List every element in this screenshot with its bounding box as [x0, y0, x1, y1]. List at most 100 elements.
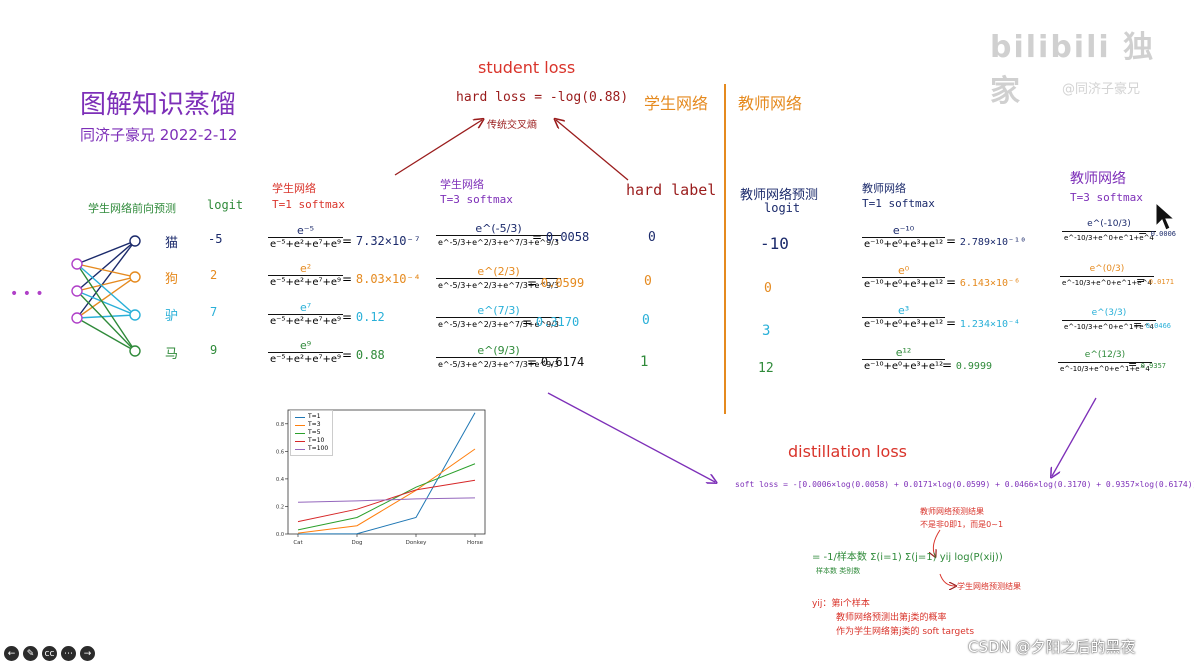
y-tick-label: 0.8 [276, 422, 284, 428]
neural-net-diagram [71, 235, 141, 357]
hard-loss-formula: hard loss = -log(0.88) [456, 90, 629, 105]
teacher-logit-title: 教师网络预测 [740, 188, 819, 203]
legend-label: T=5 [308, 429, 321, 436]
student-t1-frac-2: e⁷ e⁻⁵+e²+e⁷+e⁹ [268, 301, 344, 327]
legend-swatch [295, 432, 305, 434]
arrow-label-to-loss [556, 120, 629, 181]
teacher-t1-val-3: = 0.9999 [942, 358, 992, 372]
teacher-logit-2: 3 [762, 323, 771, 339]
teacher-logit-0: -10 [760, 234, 789, 253]
chart-legend: T=1 T=3 T=5 T=10 T=100 [290, 410, 334, 456]
hard-label-0: 0 [648, 230, 656, 245]
logit-dog: 2 [210, 268, 218, 282]
student-t1-val-2: = 0.12 [342, 310, 385, 324]
legend-swatch [295, 448, 305, 450]
logit-header: logit [207, 198, 244, 212]
note-yij: yij：第i个样本 [812, 599, 870, 609]
csdn-watermark: CSDN @夕阳之后的黑夜 [968, 638, 1136, 656]
x-tick-label: Cat [293, 540, 303, 546]
teacher-t3-val-1: = 0.0171 [1136, 274, 1175, 287]
class-cat: 猫 [165, 236, 179, 251]
y-tick-label: 0.0 [276, 532, 284, 538]
logit-donkey: 7 [210, 305, 218, 319]
temperature-chart: 0.0 0.2 0.4 0.6 0.8 Cat Dog Donkey Horse [276, 409, 486, 546]
class-donkey: 驴 [165, 309, 179, 324]
y-tick-label: 0.6 [276, 449, 284, 455]
note-student-pred: 学生网络预测结果 [957, 582, 1021, 591]
arrow-student-to-loss [394, 120, 482, 176]
class-horse: 马 [165, 347, 179, 362]
legend-label: T=10 [308, 437, 325, 444]
pen-icon[interactable]: ✎ [23, 646, 38, 661]
student-t1-subtitle: T=1 softmax [272, 198, 345, 211]
x-tick-label: Donkey [406, 540, 427, 546]
series-line-T=3 [297, 448, 476, 534]
y-tick-label: 0.2 [276, 504, 284, 510]
legend-swatch [295, 440, 305, 442]
page-title: 图解知识蒸馏 [80, 90, 237, 120]
teacher-t3-val-3: = 0.9357 [1128, 358, 1167, 371]
legend-label: T=100 [308, 445, 329, 452]
teacher-t1-val-2: = 1.234×10⁻⁴ [946, 316, 1021, 330]
student-t3-frac-2: e^(7/3) e^-5/3+e^2/3+e^7/3+e^9/3 [436, 304, 561, 329]
series-line-T=100 [297, 497, 476, 503]
legend-entry: T=3 [295, 421, 328, 429]
arrow-note-p [939, 573, 955, 586]
teacher-t1-val-0: = 2.789×10⁻¹⁰ [946, 234, 1027, 248]
teacher-t3-frac-0: e^(-10/3) e^-10/3+e^0+e^1+e^4 [1062, 219, 1156, 242]
student-t3-frac-1: e^(2/3) e^-5/3+e^2/3+e^7/3+e^9/3 [436, 265, 561, 290]
teacher-logit-subtitle: logit [764, 201, 801, 215]
legend-label: T=1 [308, 413, 321, 420]
teacher-t3-subtitle: T=3 softmax [1070, 191, 1143, 204]
teacher-t1-title: 教师网络 [862, 182, 906, 195]
chart-frame [287, 409, 486, 535]
forward-arrow-icon[interactable]: → [80, 646, 95, 661]
hard-label-title: hard label [626, 181, 717, 199]
logit-cat: -5 [208, 232, 223, 246]
arrow-teacher-to-distill [1052, 397, 1097, 476]
teacher-t3-frac-1: e^(0/3) e^-10/3+e^0+e^1+e^4 [1060, 264, 1154, 287]
general-loss-sub: 样本数 类别数 [816, 567, 861, 575]
student-t1-val-1: = 8.03×10⁻⁴ [342, 272, 421, 286]
student-net-label: 学生网络 [644, 94, 709, 113]
cc-icon[interactable]: cc [42, 646, 57, 661]
teacher-t3-frac-2: e^(3/3) e^-10/3+e^0+e^1+e^4 [1062, 308, 1156, 331]
student-t1-val-3: = 0.88 [342, 348, 385, 362]
class-dog: 狗 [165, 272, 179, 287]
student-t1-frac-0: e⁻⁵ e⁻⁵+e²+e⁷+e⁹ [268, 224, 344, 250]
series-line-T=5 [297, 463, 476, 531]
page-author: 同济子豪兄 2022-2-12 [80, 126, 238, 144]
student-t3-val-3: = 0.6174 [527, 355, 585, 369]
student-t3-val-0: = 0.0058 [532, 230, 590, 244]
legend-swatch [295, 416, 305, 418]
student-forward-header: 学生网络前向预测 [88, 202, 176, 215]
teacher-t1-frac-0: e⁻¹⁰ e⁻¹⁰+e⁰+e³+e¹² [862, 224, 946, 250]
cross-entropy-note: 传统交叉熵 [487, 120, 537, 131]
teacher-t3-title: 教师网络 [1070, 171, 1126, 187]
student-t1-frac-1: e² e⁻⁵+e²+e⁷+e⁹ [268, 262, 344, 288]
bilibili-logo: bilibili 独家 [990, 30, 1156, 109]
soft-loss-formula: soft loss = -[0.0006×log(0.0058) + 0.017… [735, 480, 1194, 489]
hard-label-2: 0 [642, 313, 650, 328]
legend-entry: T=5 [295, 429, 328, 437]
teacher-logit-1: 0 [764, 281, 772, 296]
legend-entry: T=10 [295, 437, 328, 445]
hard-label-1: 0 [644, 274, 652, 289]
back-arrow-icon[interactable]: ← [4, 646, 19, 661]
teacher-t1-val-1: = 6.143×10⁻⁶ [946, 275, 1021, 289]
general-loss-formula: = -1/样本数 Σ(i=1) Σ(j=1) yij log(P(xij)) [812, 552, 1003, 563]
teacher-t1-frac-1: e⁰ e⁻¹⁰+e⁰+e³+e¹² [862, 264, 946, 290]
hard-label-3: 1 [640, 354, 649, 370]
teacher-t3-frac-3: e^(12/3) e^-10/3+e^0+e^1+e^4 [1058, 350, 1152, 373]
student-t3-frac-3: e^(9/3) e^-5/3+e^2/3+e^7/3+e^9/3 [436, 344, 561, 369]
note-teacher-pred: 教师网络预测结果 [920, 507, 984, 516]
more-icon[interactable]: ⋯ [61, 646, 76, 661]
legend-label: T=3 [308, 421, 321, 428]
ellipsis-dots: • • • [10, 286, 44, 302]
student-t3-val-1: = 0.0599 [527, 276, 585, 290]
legend-entry: T=100 [295, 445, 328, 453]
logit-horse: 9 [210, 343, 218, 357]
teacher-t1-subtitle: T=1 softmax [862, 197, 935, 210]
teacher-t3-val-2: = 0.0466 [1133, 318, 1172, 331]
y-tick-label: 0.4 [276, 477, 284, 483]
